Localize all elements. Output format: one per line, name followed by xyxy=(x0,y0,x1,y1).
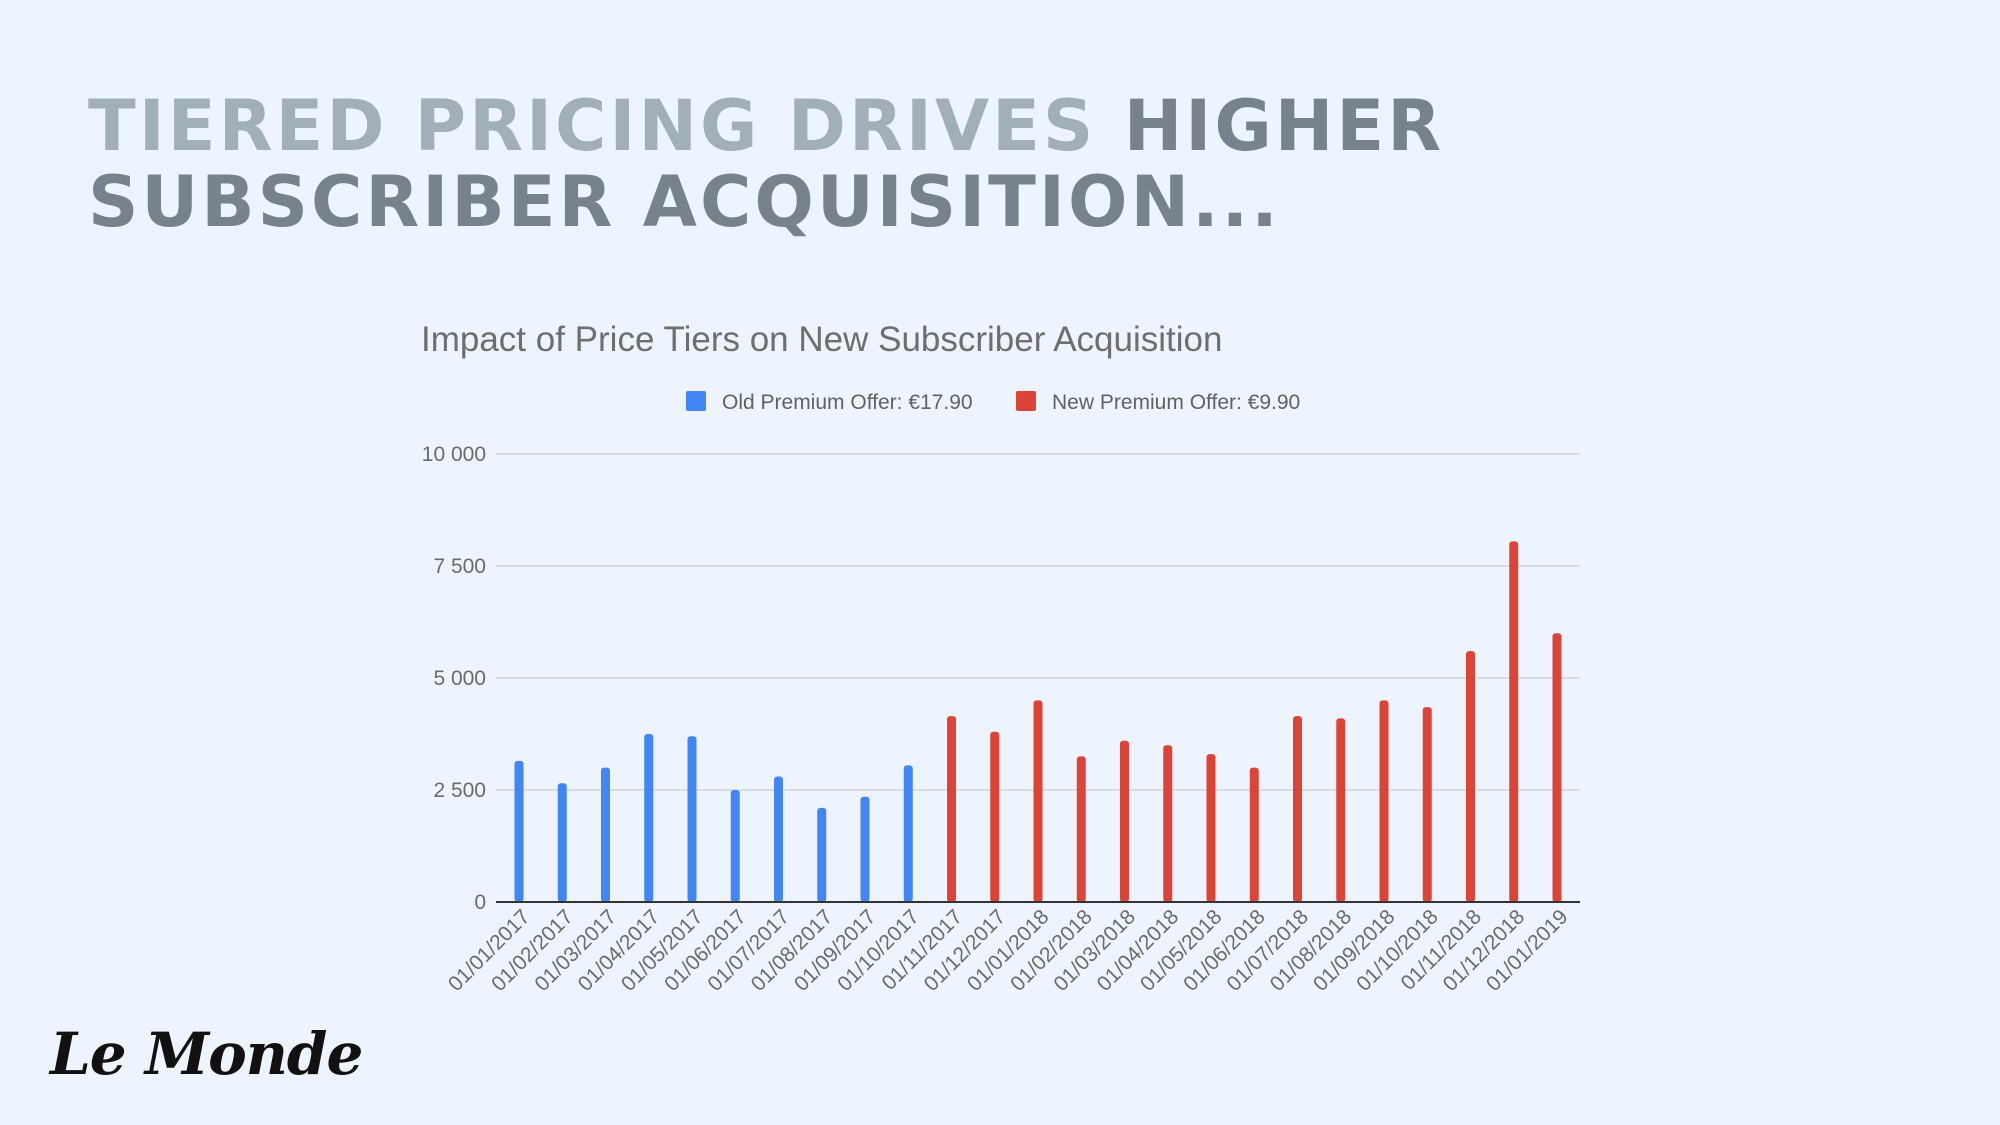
bar-new-offer xyxy=(1379,700,1389,902)
y-tick-label: 10 000 xyxy=(422,443,486,466)
y-tick-label: 0 xyxy=(474,891,486,914)
bar-old-offer xyxy=(514,760,524,902)
y-tick-label: 7 500 xyxy=(433,555,486,578)
gridlines xyxy=(496,453,1580,791)
legend-label-new-offer: New Premium Offer: €9.90 xyxy=(1052,391,1300,414)
bar-old-offer xyxy=(687,736,697,902)
bar-new-offer xyxy=(1422,707,1432,902)
bar-old-offer xyxy=(601,767,610,902)
bar-new-offer xyxy=(1076,756,1086,902)
chart-title: Impact of Price Tiers on New Subscriber … xyxy=(421,320,1222,359)
bar-old-offer xyxy=(903,765,913,902)
y-axis-ticks: 0 2 500 5 000 7 500 10 000 xyxy=(422,443,486,914)
y-tick-label: 5 000 xyxy=(433,667,486,690)
bar-new-offer xyxy=(1293,716,1302,902)
bar-new-offer xyxy=(1249,767,1259,902)
legend-swatch-old-offer xyxy=(686,391,706,411)
bars xyxy=(514,541,1562,902)
headline-part-1: TIERED PRICING DRIVES xyxy=(88,85,1097,167)
bar-new-offer xyxy=(1509,541,1519,902)
x-axis-ticks: 01/01/201701/02/201701/03/201701/04/2017… xyxy=(444,905,1573,996)
bar-new-offer xyxy=(1466,651,1475,902)
bar-new-offer xyxy=(1033,700,1043,902)
bar-new-offer xyxy=(1120,740,1129,902)
bar-old-offer xyxy=(730,790,740,902)
legend-label-old-offer: Old Premium Offer: €17.90 xyxy=(722,391,973,414)
bar-old-offer xyxy=(860,796,870,902)
legend-swatch-new-offer xyxy=(1016,391,1036,411)
bar-new-offer xyxy=(1552,633,1562,902)
legend: Old Premium Offer: €17.90 New Premium Of… xyxy=(686,391,1300,414)
bar-new-offer xyxy=(947,716,956,902)
bar-old-offer xyxy=(817,807,827,902)
bar-old-offer xyxy=(557,783,567,902)
bar-new-offer xyxy=(1206,754,1216,902)
le-monde-logo: Le Monde xyxy=(50,1020,363,1088)
bar-new-offer xyxy=(1163,745,1173,902)
bar-old-offer xyxy=(644,734,654,902)
bar-old-offer xyxy=(774,776,783,902)
headline-part-2: HIGHER SUBSCRIBER ACQUISITION... xyxy=(88,85,1445,243)
bar-new-offer xyxy=(1336,718,1346,902)
headline: TIERED PRICING DRIVES HIGHER SUBSCRIBER … xyxy=(88,88,1948,240)
bar-new-offer xyxy=(990,731,1000,902)
y-tick-label: 2 500 xyxy=(433,779,486,802)
